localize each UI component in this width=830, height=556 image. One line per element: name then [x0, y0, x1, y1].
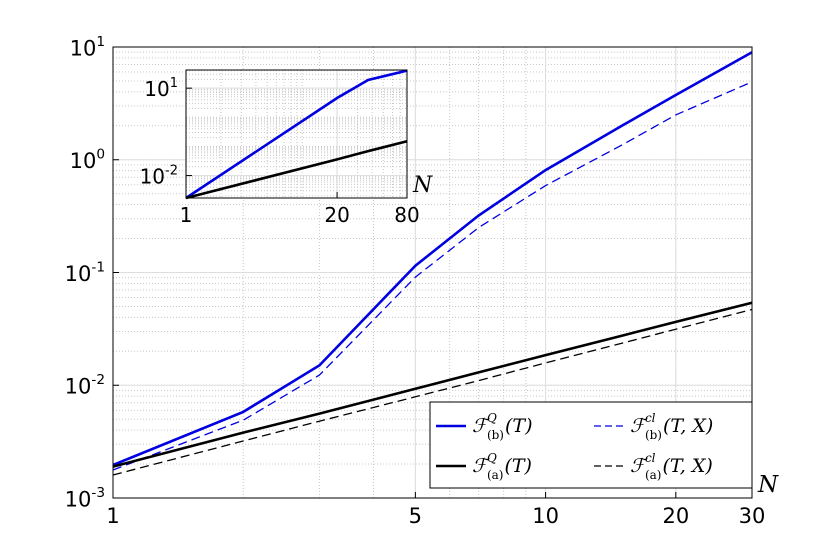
y-tick-base: 10 [140, 165, 165, 189]
legend-subscript: (b) [645, 428, 662, 442]
y-tick-exponent: -3 [91, 485, 105, 501]
legend [429, 401, 753, 489]
legend-superscript: cl [645, 411, 656, 425]
legend-subscript: (a) [645, 468, 662, 482]
legend-subscript: (a) [487, 468, 504, 482]
y-tick-base: 10 [65, 487, 92, 511]
data-line [112, 51, 753, 467]
plot-frame [112, 46, 753, 499]
y-tick-base: 10 [70, 149, 97, 173]
plot-frame [185, 69, 408, 199]
y-tick-base: 10 [144, 77, 169, 101]
y-tick-exponent: 1 [96, 34, 105, 50]
data-line [185, 140, 408, 200]
legend-symbol: ℱ [630, 415, 648, 437]
legend-label: ℱ(a) cl (T, X) [630, 451, 713, 482]
legend-args: (T, X) [663, 415, 713, 437]
legend-symbol: ℱ [630, 455, 648, 477]
x-tick-label: 10 [532, 504, 559, 528]
x-tick-label: 5 [409, 504, 422, 528]
data-line [112, 308, 753, 476]
y-tick-base: 10 [70, 36, 97, 60]
y-tick-label: 10-2 [140, 164, 178, 189]
x-tick-label: 20 [324, 203, 349, 227]
legend-superscript: Q [487, 451, 497, 465]
legend-superscript: cl [645, 451, 656, 465]
y-tick-exponent: -2 [91, 372, 105, 388]
y-tick-exponent: 0 [96, 147, 105, 163]
legend-subscript: (b) [487, 428, 504, 442]
y-tick-label: 10-1 [65, 259, 105, 285]
legend-args: (T) [504, 455, 532, 477]
legend-label: ℱ(b) Q (T) [472, 411, 532, 442]
x-axis-label: N [757, 472, 779, 498]
y-tick-label: 10-2 [65, 372, 105, 398]
data-line [112, 81, 753, 471]
legend-superscript: Q [487, 411, 497, 425]
legend-args: (T) [505, 415, 533, 437]
x-tick-label: 30 [739, 504, 766, 528]
y-tick-label: 100 [70, 147, 105, 173]
x-tick-label: 1 [180, 203, 193, 227]
legend-symbol: ℱ [472, 455, 490, 477]
x-tick-label: 1 [106, 504, 119, 528]
legend-args: (T, X) [662, 455, 712, 477]
y-tick-base: 10 [65, 375, 92, 399]
data-line [112, 301, 753, 468]
data-line [185, 69, 408, 200]
y-tick-label: 101 [144, 76, 178, 101]
x-tick-label: 20 [662, 504, 689, 528]
x-axis-label: N [412, 173, 433, 198]
y-tick-exponent: 1 [170, 76, 178, 91]
legend-label: ℱ(a) Q (T) [472, 451, 532, 482]
y-tick-label: 10-3 [65, 485, 105, 511]
legend-label: ℱ(b) cl (T, X) [630, 411, 713, 442]
y-tick-exponent: -2 [165, 164, 178, 179]
y-tick-base: 10 [65, 262, 92, 286]
x-tick-label: 80 [394, 203, 419, 227]
y-tick-label: 101 [70, 34, 105, 60]
legend-symbol: ℱ [472, 415, 490, 437]
y-tick-exponent: -1 [91, 259, 105, 275]
